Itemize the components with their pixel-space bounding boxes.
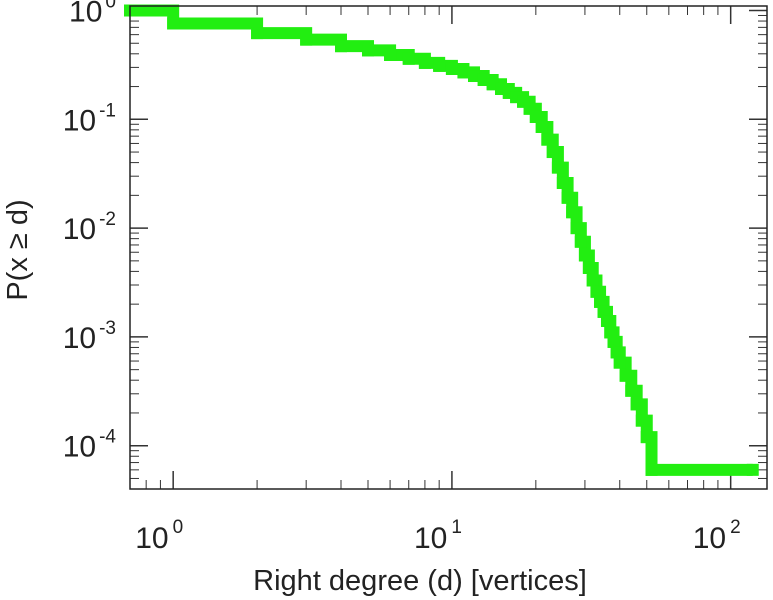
x-axis-title: Right degree (d) [vertices] xyxy=(253,565,587,597)
data-point xyxy=(574,235,587,248)
y-tick-label: 10 -3 xyxy=(63,318,116,355)
data-point xyxy=(746,463,759,476)
data-point xyxy=(610,346,623,359)
data-point xyxy=(457,66,470,79)
y-tick-label: 10 -1 xyxy=(63,100,116,137)
data-point xyxy=(604,326,617,339)
data-point xyxy=(630,398,643,411)
data-point xyxy=(251,27,264,40)
data-point xyxy=(590,285,603,298)
data-point xyxy=(535,120,548,133)
data-point xyxy=(433,59,446,72)
data-point xyxy=(566,206,579,219)
data-point xyxy=(607,335,620,348)
data-point xyxy=(600,315,613,328)
data-point xyxy=(362,44,375,57)
data-point xyxy=(586,274,599,287)
y-tick-label: 10 0 xyxy=(69,0,116,29)
data-point xyxy=(635,414,648,427)
data-point xyxy=(418,56,431,69)
data-point xyxy=(335,40,347,53)
data-point xyxy=(640,431,653,444)
data-point xyxy=(541,133,554,146)
y-axis-title: P(x ≥ d) xyxy=(2,199,34,300)
data-point xyxy=(167,17,180,30)
data-point xyxy=(546,146,559,159)
data-point xyxy=(594,295,607,308)
data-point xyxy=(402,52,415,65)
plot-frame xyxy=(129,5,768,490)
x-tick-labels: 10 0 10 1 10 2 xyxy=(135,517,740,555)
data-point xyxy=(529,110,542,123)
y-tick-label: 10 -2 xyxy=(63,209,116,246)
data-point xyxy=(619,369,632,382)
data-point xyxy=(556,176,569,189)
data-point xyxy=(467,70,480,83)
data-point xyxy=(582,261,595,274)
x-tick-label: 10 0 xyxy=(135,517,183,555)
x-tick-label: 10 2 xyxy=(693,517,741,555)
data-point xyxy=(300,33,313,46)
data-point xyxy=(597,305,610,318)
data-point xyxy=(645,463,658,476)
data-point xyxy=(578,249,591,262)
series-layer xyxy=(124,4,759,476)
data-point xyxy=(551,161,564,174)
data-point xyxy=(613,356,626,369)
x-tick-label: 10 1 xyxy=(414,517,462,555)
data-point xyxy=(570,222,583,235)
data-point xyxy=(384,48,397,61)
data-point xyxy=(625,384,638,397)
y-tick-label: 10 -4 xyxy=(63,427,117,464)
data-point xyxy=(561,191,574,204)
data-point xyxy=(445,62,458,75)
